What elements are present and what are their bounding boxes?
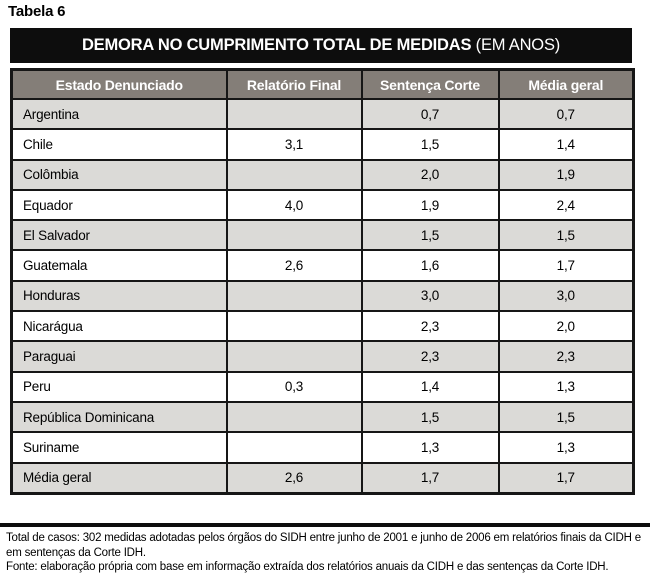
cell-media-geral: 1,7 [497,249,635,282]
table-row-paraguai: Paraguai 2,3 2,3 [10,340,635,373]
table-row-media-geral: Média geral 2,6 1,7 1,7 [10,461,635,495]
cell-estado: Suriname [10,431,228,464]
cell-estado: Colômbia [10,158,228,191]
cell-relatorio-final [225,279,363,313]
cell-relatorio-final: 3,1 [225,128,363,161]
header-row: Estado Denunciado Relatório Final Senten… [10,68,635,100]
cell-media-geral: 2,3 [497,340,635,373]
cell-estado: Nicarágua [10,310,228,343]
cell-sentenca-corte: 1,9 [360,188,500,222]
cell-media-geral: 1,5 [497,400,635,434]
cell-relatorio-final [225,97,363,131]
footer-divider [0,523,650,527]
cell-media-geral: 2,4 [497,188,635,222]
column-header-estado-denunciado: Estado Denunciado [10,68,228,100]
cell-media-geral: 1,5 [497,219,635,252]
cell-sentenca-corte: 1,5 [360,219,500,252]
column-header-relatorio-final: Relatório Final [225,68,363,100]
cell-estado: Chile [10,128,228,161]
cell-estado: Paraguai [10,340,228,373]
cell-relatorio-final [225,340,363,373]
table-row-chile: Chile 3,1 1,5 1,4 [10,128,635,161]
table-row-honduras: Honduras 3,0 3,0 [10,279,635,313]
cell-relatorio-final [225,400,363,434]
table-row-equador: Equador 4,0 1,9 2,4 [10,188,635,222]
cell-sentenca-corte: 1,3 [360,431,500,464]
table-row-guatemala: Guatemala 2,6 1,6 1,7 [10,249,635,282]
cell-sentenca-corte: 1,5 [360,400,500,434]
column-header-media-geral: Média geral [497,68,635,100]
footnotes: Total de casos: 302 medidas adotadas pel… [6,531,646,575]
table-row-argentina: Argentina 0,7 0,7 [10,97,635,131]
cell-relatorio-final: 2,6 [225,249,363,282]
cell-media-geral: 1,9 [497,158,635,191]
cell-estado: Equador [10,188,228,222]
cell-relatorio-final [225,219,363,252]
cell-media-geral: 1,7 [497,461,635,495]
cell-media-geral: 3,0 [497,279,635,313]
cell-media-geral: 1,3 [497,431,635,464]
cell-sentenca-corte: 1,6 [360,249,500,282]
cell-estado: Peru [10,370,228,403]
cell-sentenca-corte: 3,0 [360,279,500,313]
footnote-fonte: Fonte: elaboração própria com base em in… [6,561,609,573]
cell-sentenca-corte: 2,0 [360,158,500,191]
cell-media-geral: 2,0 [497,310,635,343]
cell-relatorio-final [225,158,363,191]
column-header-sentenca-corte: Sentença Corte [360,68,500,100]
cell-estado: Honduras [10,279,228,313]
table-title-banner: DEMORA NO CUMPRIMENTO TOTAL DE MEDIDAS (… [10,28,632,63]
footnote-total-de-casos: Total de casos: 302 medidas adotadas pel… [6,532,641,559]
banner-title-suffix: (EM ANOS) [471,36,561,54]
banner-title: DEMORA NO CUMPRIMENTO TOTAL DE MEDIDAS [81,36,472,54]
cell-relatorio-final [225,310,363,343]
cell-media-geral: 1,4 [497,128,635,161]
cell-estado: El Salvador [10,219,228,252]
cell-media-geral: 0,7 [497,97,635,131]
table-row-suriname: Suriname 1,3 1,3 [10,431,635,464]
cell-estado: Média geral [10,461,228,495]
cell-sentenca-corte: 1,4 [360,370,500,403]
cell-estado: Guatemala [10,249,228,282]
cell-relatorio-final [225,431,363,464]
cell-sentenca-corte: 2,3 [360,310,500,343]
table-row-el-salvador: El Salvador 1,5 1,5 [10,219,635,252]
cell-relatorio-final: 2,6 [225,461,363,495]
measures-table: Estado Denunciado Relatório Final Senten… [10,68,635,495]
table-row-peru: Peru 0,3 1,4 1,3 [10,370,635,403]
cell-sentenca-corte: 2,3 [360,340,500,373]
cell-estado: República Dominicana [10,400,228,434]
cell-sentenca-corte: 0,7 [360,97,500,131]
cell-relatorio-final: 0,3 [225,370,363,403]
table-row-republica-dominicana: República Dominicana 1,5 1,5 [10,400,635,434]
cell-relatorio-final: 4,0 [225,188,363,222]
cell-sentenca-corte: 1,7 [360,461,500,495]
table-label: Tabela 6 [8,3,66,20]
cell-media-geral: 1,3 [497,370,635,403]
cell-estado: Argentina [10,97,228,131]
table-row-nicaragua: Nicarágua 2,3 2,0 [10,310,635,343]
table-row-colombia: Colômbia 2,0 1,9 [10,158,635,191]
cell-sentenca-corte: 1,5 [360,128,500,161]
